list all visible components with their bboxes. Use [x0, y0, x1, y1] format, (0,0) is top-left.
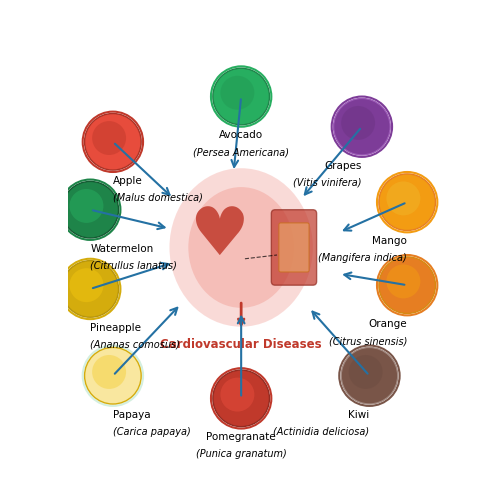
- Circle shape: [377, 255, 438, 316]
- Text: Orange: Orange: [368, 319, 407, 329]
- Circle shape: [377, 172, 438, 232]
- Circle shape: [340, 345, 400, 406]
- Circle shape: [348, 355, 382, 389]
- Text: Kiwi: Kiwi: [348, 410, 370, 420]
- Circle shape: [70, 189, 103, 223]
- Text: (Carica papaya): (Carica papaya): [113, 427, 190, 437]
- FancyBboxPatch shape: [279, 223, 309, 272]
- Circle shape: [220, 76, 254, 110]
- Text: Cardiovascular Diseases: Cardiovascular Diseases: [160, 338, 322, 351]
- Circle shape: [341, 106, 375, 140]
- Circle shape: [82, 112, 143, 172]
- Circle shape: [379, 257, 436, 314]
- Circle shape: [220, 378, 254, 412]
- Circle shape: [92, 355, 126, 389]
- Text: (Mangifera indica): (Mangifera indica): [318, 253, 407, 263]
- Circle shape: [213, 68, 270, 125]
- Circle shape: [334, 98, 390, 155]
- Text: (Persea Americana): (Persea Americana): [193, 147, 289, 157]
- Circle shape: [82, 345, 143, 406]
- Circle shape: [379, 174, 436, 230]
- Circle shape: [341, 347, 398, 404]
- Circle shape: [84, 114, 141, 170]
- Text: ♥: ♥: [188, 203, 248, 269]
- Circle shape: [84, 347, 141, 404]
- Text: Papaya: Papaya: [113, 410, 150, 420]
- Circle shape: [62, 261, 118, 317]
- Text: (Vitis vinifera): (Vitis vinifera): [294, 178, 362, 188]
- Text: Watermelon: Watermelon: [90, 244, 154, 254]
- Circle shape: [92, 121, 126, 155]
- Text: Pomegranate: Pomegranate: [206, 432, 276, 442]
- Circle shape: [386, 265, 420, 298]
- Ellipse shape: [170, 168, 313, 327]
- Ellipse shape: [188, 187, 294, 308]
- Text: Grapes: Grapes: [324, 161, 362, 171]
- Text: (Actinidia deliciosa): (Actinidia deliciosa): [274, 427, 370, 437]
- Text: (Malus domestica): (Malus domestica): [113, 193, 203, 203]
- Circle shape: [386, 181, 420, 216]
- Circle shape: [211, 66, 272, 127]
- Circle shape: [211, 368, 272, 429]
- Circle shape: [213, 370, 270, 427]
- Text: (Citrus sinensis): (Citrus sinensis): [329, 336, 407, 346]
- Circle shape: [60, 259, 120, 319]
- Text: Apple: Apple: [113, 176, 142, 186]
- Text: (Ananas comosus): (Ananas comosus): [90, 340, 180, 350]
- Text: Mango: Mango: [372, 236, 407, 246]
- Text: Pineapple: Pineapple: [90, 323, 141, 333]
- Circle shape: [62, 181, 118, 238]
- Text: (Punica granatum): (Punica granatum): [196, 449, 286, 459]
- Text: Avocado: Avocado: [219, 130, 263, 141]
- Circle shape: [70, 268, 103, 302]
- FancyBboxPatch shape: [272, 210, 316, 285]
- Circle shape: [332, 97, 392, 157]
- Circle shape: [60, 179, 120, 240]
- Text: (Citrullus lanatus): (Citrullus lanatus): [90, 261, 177, 270]
